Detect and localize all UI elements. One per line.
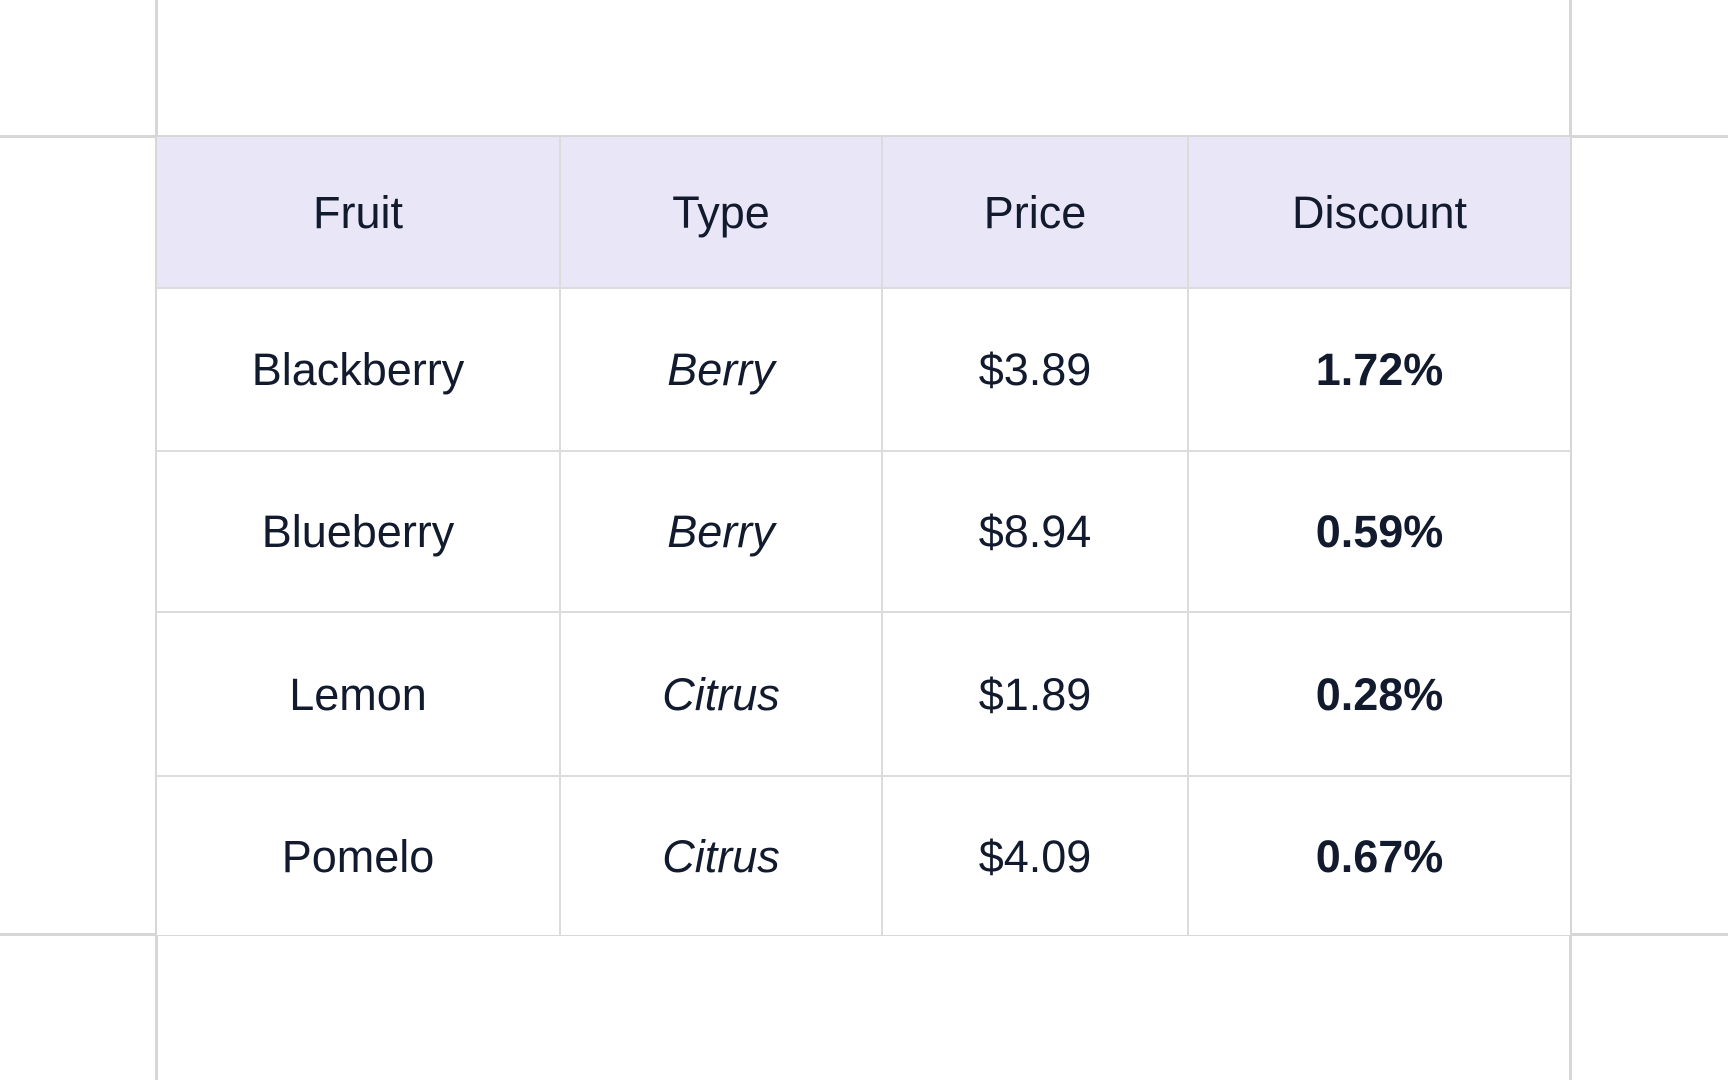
cell-discount: 1.72%	[1189, 289, 1570, 452]
column-header-discount: Discount	[1189, 137, 1570, 289]
cell-type: Berry	[561, 289, 883, 452]
page-grid-line-left	[155, 0, 158, 1080]
cell-fruit: Blueberry	[157, 452, 561, 613]
cell-price: $4.09	[883, 777, 1189, 935]
cell-discount: 0.28%	[1189, 613, 1570, 777]
page-grid-line-top	[0, 135, 1728, 138]
cell-price: $1.89	[883, 613, 1189, 777]
cell-type: Citrus	[561, 613, 883, 777]
page-grid-line-right	[1569, 0, 1572, 1080]
cell-fruit: Lemon	[157, 613, 561, 777]
column-header-fruit: Fruit	[157, 137, 561, 289]
cell-type: Citrus	[561, 777, 883, 935]
cell-price: $8.94	[883, 452, 1189, 613]
column-header-type: Type	[561, 137, 883, 289]
cell-price: $3.89	[883, 289, 1189, 452]
cell-fruit: Blackberry	[157, 289, 561, 452]
cell-type: Berry	[561, 452, 883, 613]
fruit-table: Fruit Type Price Discount Blackberry Ber…	[157, 137, 1570, 935]
cell-discount: 0.59%	[1189, 452, 1570, 613]
column-header-price: Price	[883, 137, 1189, 289]
cell-fruit: Pomelo	[157, 777, 561, 935]
cell-discount: 0.67%	[1189, 777, 1570, 935]
